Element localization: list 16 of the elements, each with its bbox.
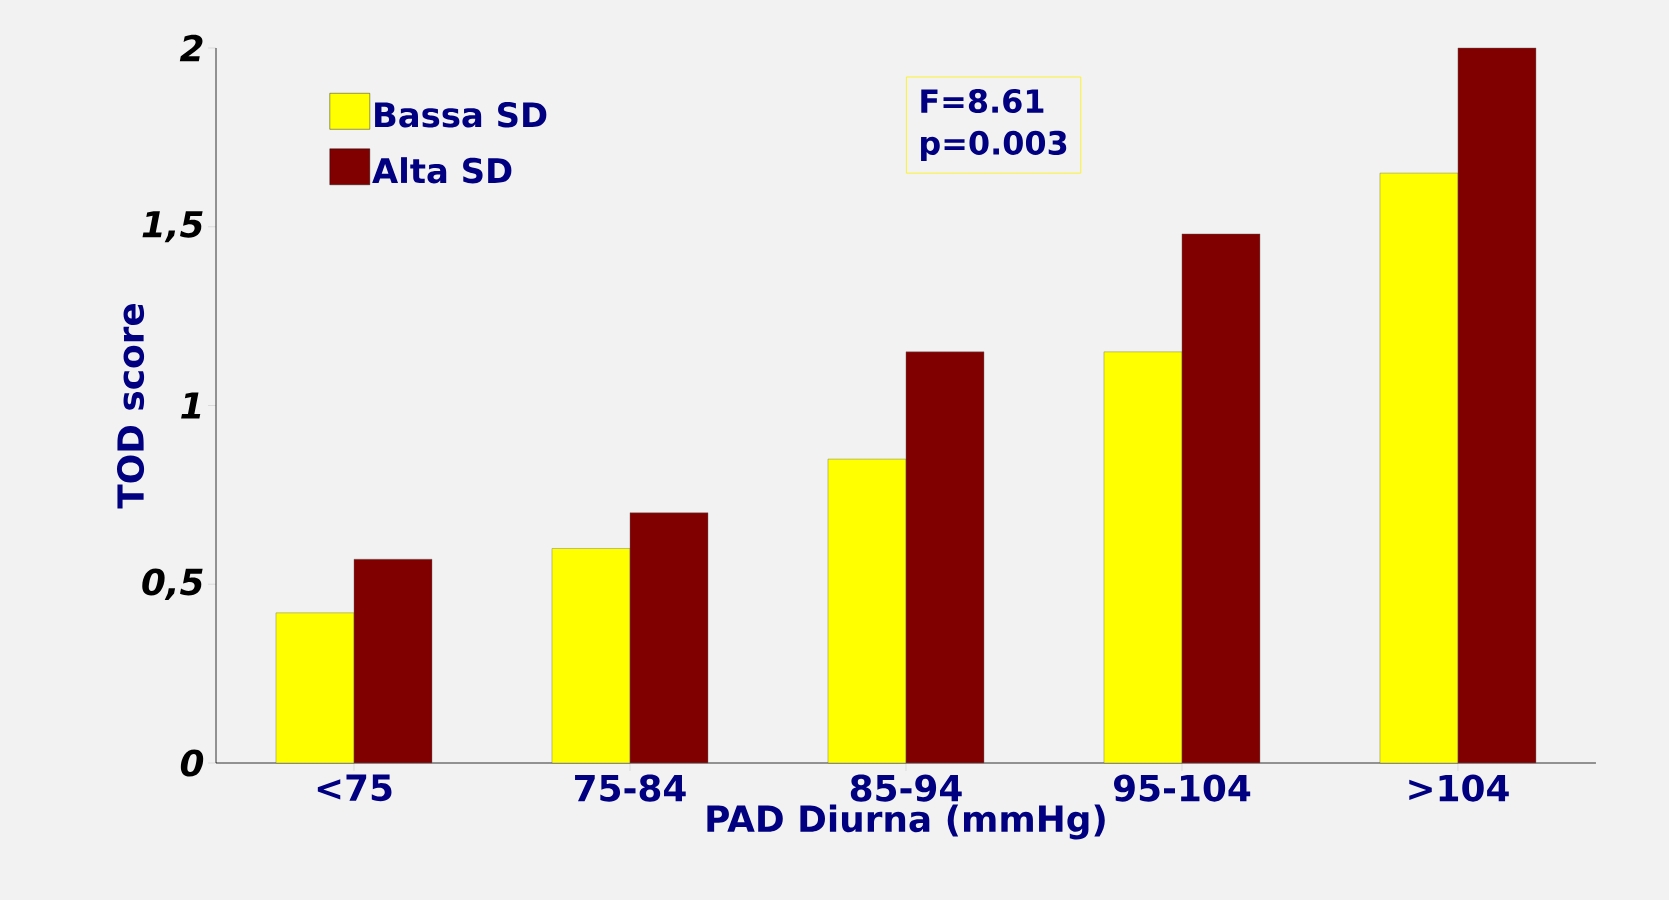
x-tick-label: >104 xyxy=(1409,774,1509,802)
y-tick-label: 0,5 xyxy=(142,568,203,601)
x-tick-label: 85-94 xyxy=(850,774,962,802)
annotation: F=8.61 xyxy=(921,88,1044,114)
legend-label: Alta SD xyxy=(372,157,512,184)
x-tick-label: 75-84 xyxy=(575,774,686,802)
annotation: p=0.003 xyxy=(921,130,1067,162)
y-axis-title: TOD score xyxy=(116,304,145,509)
x-axis-title: PAD Diurna (mmHg) xyxy=(707,804,1105,840)
y-tick-label: 2 xyxy=(179,34,203,62)
y-tick-label: 1 xyxy=(181,392,201,419)
legend-label: Bassa SD xyxy=(375,101,547,128)
y-tick-label: 0 xyxy=(180,749,204,777)
y-tick-label: 1,5 xyxy=(142,211,203,243)
x-tick-label: <75 xyxy=(317,774,392,802)
x-tick-label: 95-104 xyxy=(1114,774,1251,802)
